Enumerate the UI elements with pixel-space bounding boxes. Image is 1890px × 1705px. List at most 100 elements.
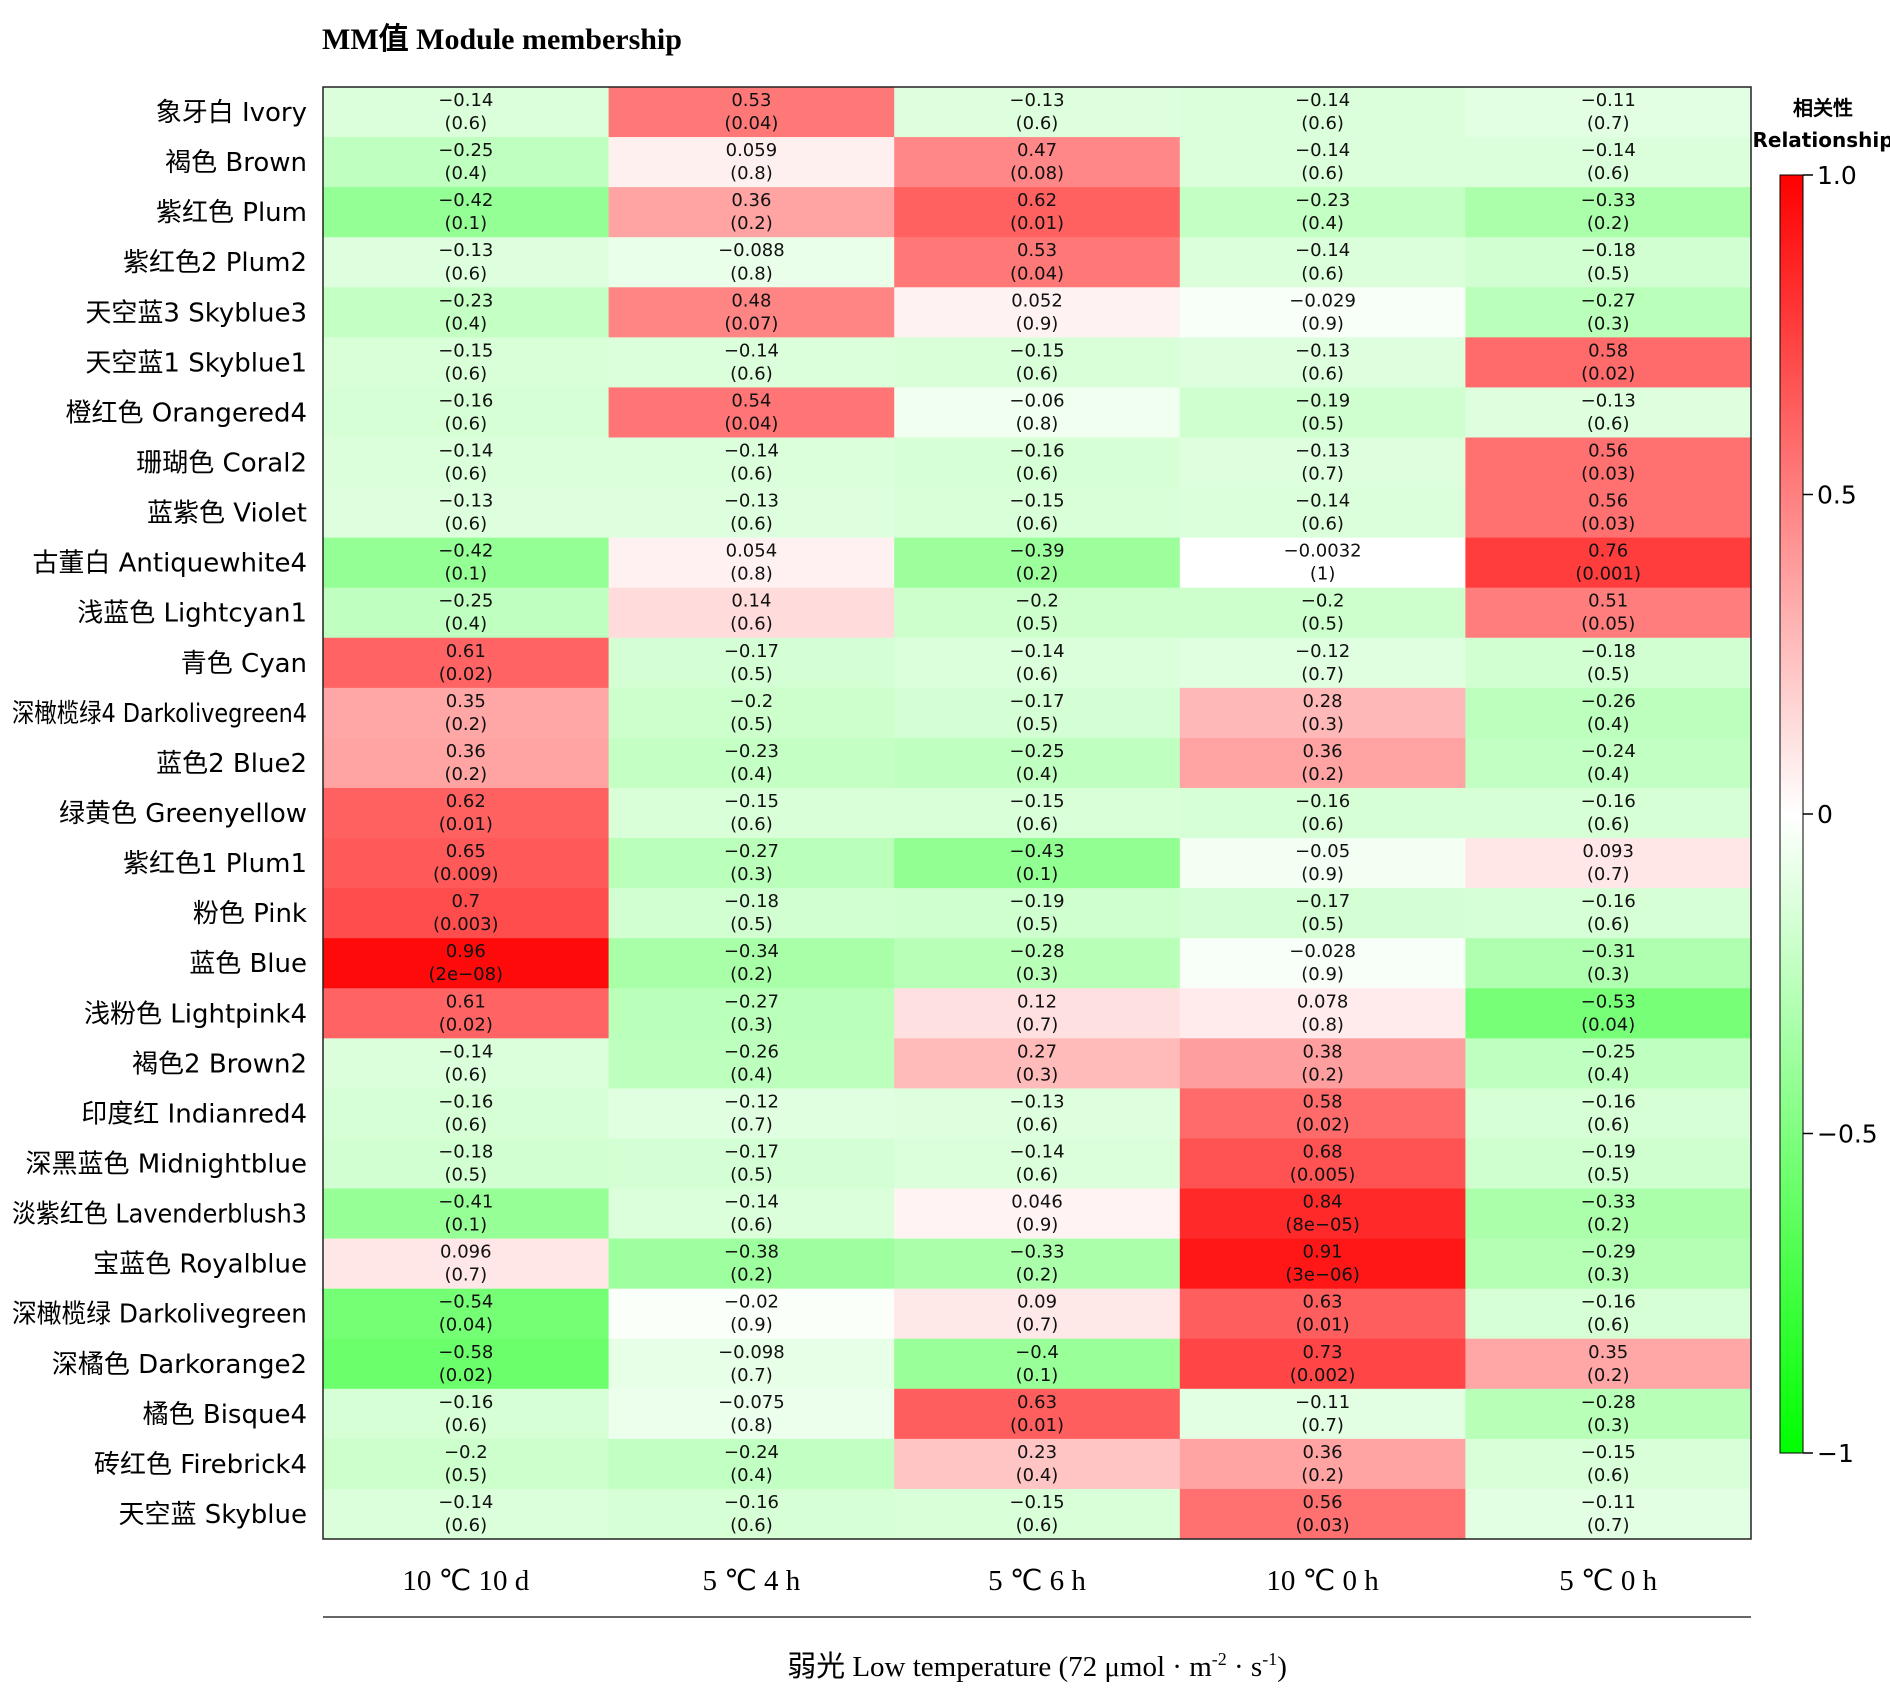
heatmap-cell — [323, 1038, 610, 1089]
cell-p-value-label: (0.03) — [1581, 514, 1635, 535]
heatmap-cell — [323, 838, 610, 889]
cell-value-label: 0.093 — [1582, 841, 1634, 862]
cell-p-value-label: (0.02) — [1581, 363, 1635, 384]
heatmap-cell — [1465, 237, 1752, 288]
cell-value-label: −0.14 — [1581, 140, 1636, 161]
cell-value-label: −0.14 — [724, 1192, 779, 1213]
cell-p-value-label: (0.4) — [1587, 1064, 1630, 1085]
heatmap-cell — [1179, 487, 1466, 539]
cell-p-value-label: (0.3) — [1301, 714, 1344, 735]
cell-value-label: −0.15 — [1009, 791, 1064, 812]
cell-value-label: −0.16 — [724, 1492, 779, 1513]
heatmap-cell — [894, 938, 1181, 989]
heatmap-cell — [894, 1488, 1181, 1540]
cell-p-value-label: (0.7) — [1016, 1014, 1059, 1035]
cell-value-label: −0.15 — [438, 340, 493, 361]
cell-p-value-label: (0.3) — [730, 864, 773, 885]
heatmap-cell — [1465, 1238, 1752, 1290]
column-label: 5 ℃ 0 h — [1559, 1565, 1657, 1597]
heatmap-cell — [894, 1388, 1181, 1440]
cell-value-label: −0.13 — [438, 240, 493, 261]
cell-value-label: −0.15 — [1009, 340, 1064, 361]
cell-p-value-label: (0.002) — [1290, 1365, 1356, 1386]
heatmap-cell — [894, 1288, 1181, 1340]
cell-p-value-label: (0.7) — [1587, 113, 1630, 134]
heatmap-cell — [1465, 487, 1752, 539]
cell-p-value-label: (0.6) — [1301, 514, 1344, 535]
row-label: 粉色 Pink — [193, 899, 307, 929]
cell-p-value-label: (0.8) — [730, 163, 773, 184]
heatmap-cell — [894, 838, 1181, 889]
cell-value-label: −0.16 — [1581, 891, 1636, 912]
x-axis-label-middle: · s — [1227, 1651, 1262, 1683]
heatmap-cell — [608, 1488, 895, 1540]
cell-p-value-label: (0.6) — [1016, 1114, 1059, 1135]
cell-value-label: 0.052 — [1011, 290, 1063, 311]
cell-value-label: 0.38 — [1303, 1041, 1343, 1062]
cell-value-label: 0.56 — [1303, 1492, 1343, 1513]
heatmap-cell — [608, 137, 895, 188]
cell-p-value-label: (0.009) — [433, 864, 499, 885]
cell-value-label: 0.62 — [1017, 190, 1057, 211]
cell-value-label: −0.34 — [724, 941, 779, 962]
cell-p-value-label: (0.5) — [1587, 664, 1630, 685]
cell-p-value-label: (0.5) — [1301, 614, 1344, 635]
heatmap-cell — [608, 337, 895, 389]
heatmap-cell — [608, 1238, 895, 1290]
cell-p-value-label: (0.6) — [1016, 363, 1059, 384]
heatmap-cell — [1465, 1188, 1752, 1240]
heatmap-cell — [323, 1338, 610, 1390]
heatmap-cell — [894, 637, 1181, 689]
row-label: 深橄榄绿 Darkolivegreen — [12, 1300, 307, 1330]
colorbar-tick-label: 0 — [1817, 800, 1833, 829]
cell-value-label: −0.27 — [724, 841, 779, 862]
row-label: 象牙白 Ivory — [156, 98, 307, 128]
cell-value-label: −0.19 — [1581, 1141, 1636, 1162]
cell-value-label: −0.24 — [1581, 741, 1636, 762]
row-label: 天空蓝3 Skyblue3 — [85, 298, 307, 328]
cell-p-value-label: (0.9) — [1301, 864, 1344, 885]
heatmap-cell — [323, 1138, 610, 1190]
row-label: 紫红色 Plum — [156, 198, 307, 228]
column-label: 5 ℃ 4 h — [702, 1565, 800, 1597]
heatmap-cell — [894, 1088, 1181, 1140]
cell-p-value-label: (0.2) — [1587, 1365, 1630, 1386]
cell-value-label: −0.098 — [718, 1342, 785, 1363]
cell-value-label: 0.36 — [1303, 1442, 1343, 1463]
heatmap-cell — [608, 687, 895, 739]
cell-value-label: −0.18 — [438, 1141, 493, 1162]
heatmap-cell — [323, 687, 610, 739]
cell-value-label: 0.7 — [451, 891, 480, 912]
cell-value-label: −0.25 — [1009, 741, 1064, 762]
heatmap-cell — [1465, 687, 1752, 739]
cell-p-value-label: (0.03) — [1581, 464, 1635, 485]
heatmap-cell — [1465, 888, 1752, 939]
heatmap-cell — [1465, 1438, 1752, 1490]
cell-value-label: 0.63 — [1017, 1392, 1057, 1413]
heatmap-cell — [608, 938, 895, 989]
cell-value-label: −0.17 — [1295, 891, 1350, 912]
cell-p-value-label: (0.6) — [1587, 1465, 1630, 1486]
cell-p-value-label: (0.1) — [444, 1215, 487, 1236]
heatmap-cell — [323, 737, 610, 789]
cell-p-value-label: (0.1) — [1016, 1365, 1059, 1386]
heatmap-cell — [608, 1138, 895, 1190]
heatmap-cell — [608, 637, 895, 689]
cell-p-value-label: (0.2) — [1587, 213, 1630, 234]
cell-value-label: 0.56 — [1588, 441, 1628, 462]
heatmap-cell — [323, 1238, 610, 1290]
cell-value-label: −0.15 — [1009, 1492, 1064, 1513]
heatmap-cell — [1465, 137, 1752, 188]
row-label: 浅蓝色 Lightcyan1 — [77, 599, 307, 629]
heatmap-cell — [323, 287, 610, 338]
heatmap-cell — [608, 737, 895, 789]
heatmap-cell — [1465, 1138, 1752, 1190]
heatmap-cell — [894, 87, 1181, 138]
cell-value-label: −0.13 — [1295, 340, 1350, 361]
heatmap-cell — [1179, 1388, 1466, 1440]
heatmap-cell — [894, 187, 1181, 238]
row-label: 褐色2 Brown2 — [132, 1049, 307, 1079]
cell-value-label: 0.059 — [726, 140, 778, 161]
cell-p-value-label: (0.4) — [444, 163, 487, 184]
cell-value-label: −0.14 — [1295, 240, 1350, 261]
